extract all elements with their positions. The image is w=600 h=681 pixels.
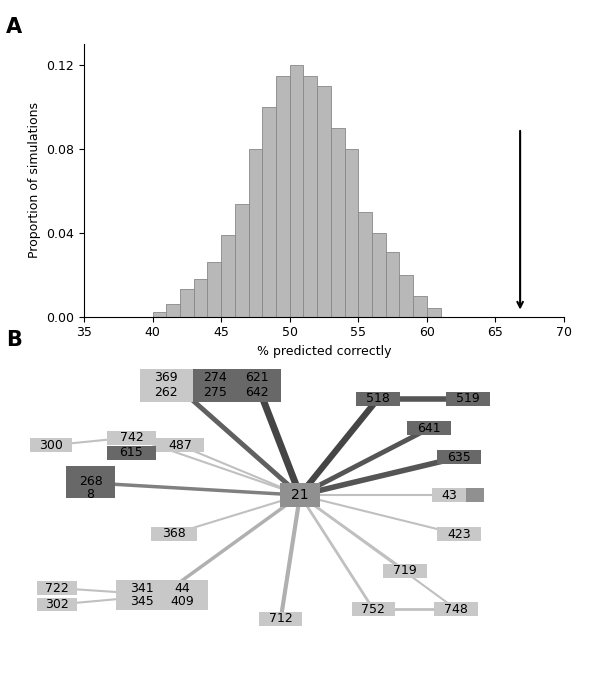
Text: 621: 621 <box>245 371 268 384</box>
Text: 300: 300 <box>39 439 63 452</box>
Bar <box>344 149 358 317</box>
Bar <box>248 149 262 317</box>
Bar <box>358 212 372 317</box>
Text: 262: 262 <box>154 386 178 399</box>
FancyBboxPatch shape <box>107 445 156 460</box>
Text: 43: 43 <box>441 489 457 502</box>
Text: 642: 642 <box>245 386 268 399</box>
FancyBboxPatch shape <box>434 602 478 616</box>
FancyBboxPatch shape <box>432 488 466 502</box>
Bar <box>304 76 317 317</box>
FancyBboxPatch shape <box>437 527 481 541</box>
Text: 21: 21 <box>291 488 309 502</box>
Text: 409: 409 <box>170 595 194 608</box>
FancyBboxPatch shape <box>352 602 395 616</box>
FancyBboxPatch shape <box>140 368 193 402</box>
Bar <box>262 107 276 317</box>
FancyBboxPatch shape <box>407 422 451 436</box>
FancyBboxPatch shape <box>193 368 281 402</box>
Text: 8: 8 <box>86 488 95 501</box>
Text: B: B <box>6 330 22 350</box>
Bar <box>413 296 427 317</box>
Bar <box>331 128 344 317</box>
Text: 712: 712 <box>269 612 293 625</box>
Bar <box>427 308 440 317</box>
Bar <box>235 204 248 317</box>
Bar <box>221 235 235 317</box>
Text: 368: 368 <box>162 527 186 540</box>
FancyBboxPatch shape <box>356 392 400 406</box>
Y-axis label: Proportion of simulations: Proportion of simulations <box>28 102 41 259</box>
Text: 423: 423 <box>447 528 471 541</box>
FancyBboxPatch shape <box>30 439 72 452</box>
Text: A: A <box>6 17 22 37</box>
FancyBboxPatch shape <box>37 598 77 612</box>
X-axis label: % predicted correctly: % predicted correctly <box>257 345 391 358</box>
FancyBboxPatch shape <box>107 431 156 445</box>
Bar <box>152 313 166 317</box>
Bar <box>276 76 290 317</box>
Text: 345: 345 <box>130 595 154 608</box>
FancyBboxPatch shape <box>280 484 320 507</box>
FancyBboxPatch shape <box>466 488 484 502</box>
Text: 44: 44 <box>174 582 190 595</box>
FancyBboxPatch shape <box>66 466 115 498</box>
Bar <box>317 86 331 317</box>
Text: 274: 274 <box>203 371 227 384</box>
FancyBboxPatch shape <box>446 392 490 406</box>
Bar <box>180 289 194 317</box>
FancyBboxPatch shape <box>437 450 481 464</box>
FancyBboxPatch shape <box>37 582 77 595</box>
Bar <box>372 233 386 317</box>
Text: 369: 369 <box>154 371 178 384</box>
FancyBboxPatch shape <box>383 563 427 577</box>
Text: 748: 748 <box>444 603 468 616</box>
Text: 518: 518 <box>366 392 390 405</box>
Bar <box>386 252 400 317</box>
Text: 302: 302 <box>45 598 69 611</box>
FancyBboxPatch shape <box>151 526 197 541</box>
Text: 719: 719 <box>393 564 417 577</box>
Text: 752: 752 <box>361 603 385 616</box>
Text: 519: 519 <box>456 392 480 405</box>
FancyBboxPatch shape <box>156 439 204 452</box>
Text: 487: 487 <box>168 439 192 452</box>
Text: 275: 275 <box>203 386 227 399</box>
Text: 635: 635 <box>447 451 471 464</box>
Bar <box>166 304 180 317</box>
Bar <box>194 279 208 317</box>
Text: 615: 615 <box>119 446 143 459</box>
FancyBboxPatch shape <box>259 612 302 626</box>
Bar <box>208 262 221 317</box>
Bar <box>290 65 304 317</box>
Bar <box>400 274 413 317</box>
Text: 341: 341 <box>130 582 154 595</box>
Text: 722: 722 <box>45 582 69 595</box>
Text: 641: 641 <box>417 422 441 435</box>
Text: 742: 742 <box>119 432 143 445</box>
FancyBboxPatch shape <box>116 580 208 610</box>
Text: 268: 268 <box>79 475 103 488</box>
